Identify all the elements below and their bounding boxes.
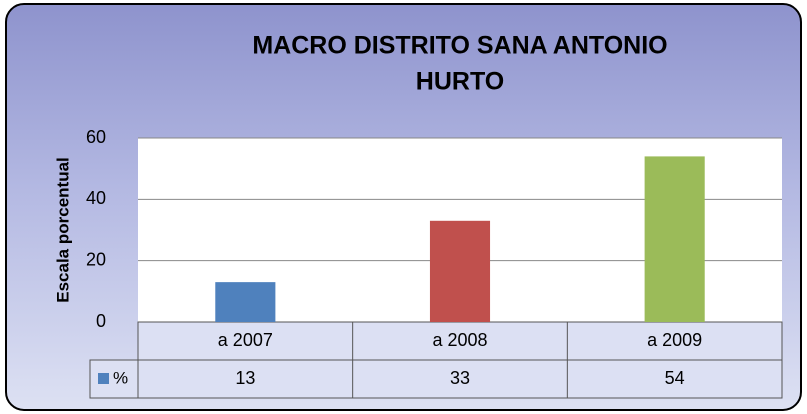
y-tick-label: 0	[96, 311, 106, 331]
y-tick-label: 20	[86, 249, 106, 269]
bar	[429, 220, 491, 322]
x-tick-label: a 2007	[218, 330, 273, 350]
y-tick-label: 60	[86, 127, 106, 147]
x-tick-label: a 2008	[432, 330, 487, 350]
x-tick-label: a 2009	[647, 330, 702, 350]
data-table-value: 54	[665, 368, 685, 388]
legend-label: %	[113, 368, 128, 387]
chart-title: HURTO	[416, 68, 504, 96]
data-table-value: 33	[450, 368, 470, 388]
y-tick-label: 40	[86, 188, 106, 208]
bar	[644, 156, 705, 322]
y-axis-label: Escala porcentual	[53, 157, 72, 303]
legend-key	[98, 373, 109, 384]
bar	[215, 282, 276, 322]
chart-title: MACRO DISTRITO SANA ANTONIO	[252, 32, 667, 60]
data-table-value: 13	[235, 368, 255, 388]
